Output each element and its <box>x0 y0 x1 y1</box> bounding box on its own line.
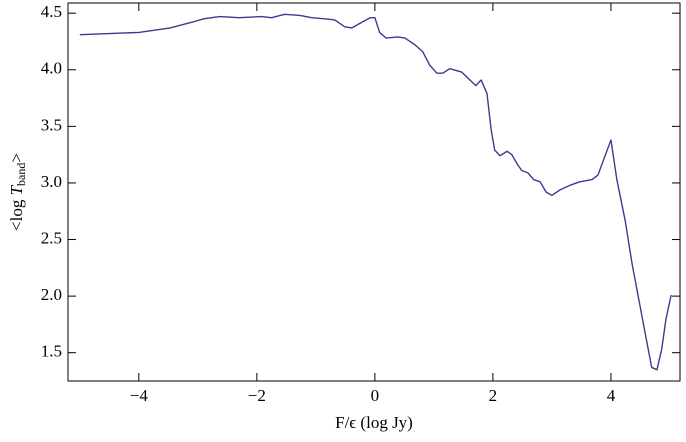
y-tick-label: 3.5 <box>41 115 62 134</box>
y-label-sub: band <box>14 163 28 186</box>
y-tick-label: 4.5 <box>41 2 62 21</box>
x-axis-label: F/ϵ (log Jy) <box>335 413 413 432</box>
y-label-text: > <box>7 153 26 163</box>
x-tick-label: 0 <box>371 386 380 405</box>
y-tick-label: 4.0 <box>41 59 62 78</box>
y-tick-label: 2.5 <box>41 228 62 247</box>
y-tick-label: 2.0 <box>41 285 62 304</box>
y-label-var: T <box>7 184 26 195</box>
y-tick-label: 1.5 <box>41 342 62 361</box>
data-line <box>79 13 672 371</box>
x-tick-label: 4 <box>607 386 616 405</box>
x-tick-label: −2 <box>248 386 266 405</box>
y-label-text: <log <box>7 195 26 231</box>
x-tick-label: 2 <box>489 386 498 405</box>
y-tick-label: 3.0 <box>41 172 62 191</box>
y-axis-label: <log Tband> <box>7 153 28 231</box>
x-tick-label: −4 <box>130 386 149 405</box>
plot-frame <box>67 2 681 382</box>
